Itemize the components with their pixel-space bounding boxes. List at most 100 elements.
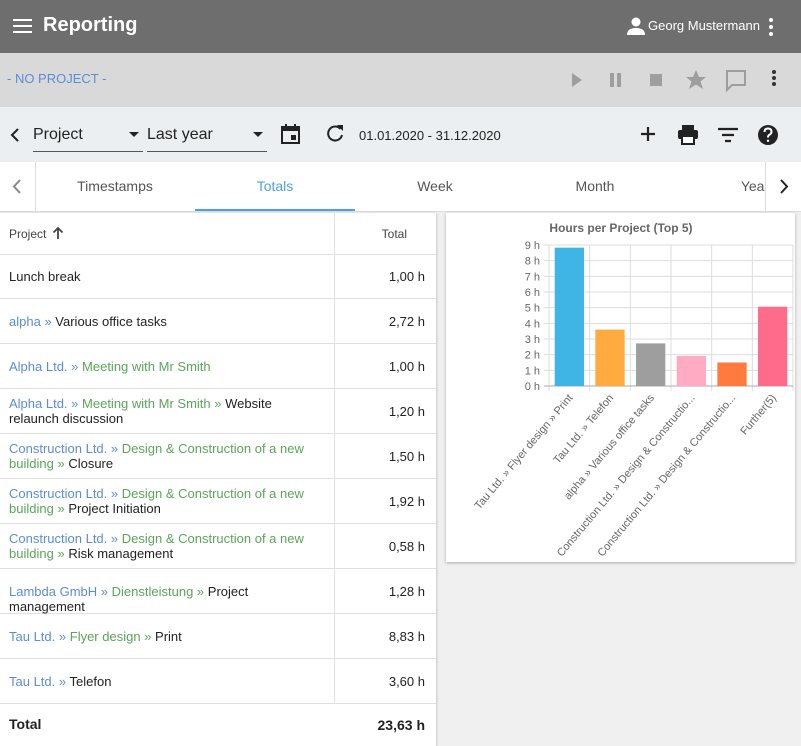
select-value: Last year [147,126,213,144]
refresh-button[interactable] [325,124,345,144]
separator: » [111,441,118,456]
chart: Hours per Project (Top 5)0 h1 h2 h3 h4 h… [446,213,795,562]
bar [717,363,746,387]
tab-scroll-right[interactable] [765,162,801,211]
separator: » [57,456,64,471]
tab-scroll-left[interactable] [0,162,36,211]
toolbar-actions [638,124,778,146]
sort-arrow [54,228,63,239]
separator: » [101,584,108,599]
select-value: Project [33,126,83,144]
project-part: Tau Ltd. [9,629,55,644]
calendar-button[interactable] [280,123,302,145]
vsep [334,659,335,703]
favorite-button[interactable] [686,70,706,89]
back-button[interactable] [8,127,22,143]
table-row[interactable]: Alpha Ltd. » Meeting with Mr Smith1,00 h [0,344,436,389]
table-row[interactable]: Tau Ltd. » Flyer design » Print8,83 h [0,614,436,659]
project-cell: Tau Ltd. » Telefon [9,674,324,689]
print-button[interactable] [678,125,698,144]
project-cell: Alpha Ltd. » Meeting with Mr Smith [9,359,324,374]
project-selector[interactable]: - NO PROJECT - [7,71,106,86]
period-select[interactable]: Last year [147,118,267,152]
footer-total: 23,63 h [378,717,425,733]
project-part: Closure [68,456,113,471]
bar [555,248,584,386]
project-part: Lambda GmbH [9,584,97,599]
y-tick-label: 4 h [525,318,540,330]
y-tick-label: 8 h [525,256,540,268]
user-icon[interactable] [626,16,646,36]
project-part: Print [155,629,182,644]
bar [636,343,665,386]
dropdown-arrow [253,132,263,138]
project-part: Project Initiation [68,501,161,516]
play-button[interactable] [572,73,582,87]
table-row[interactable]: Construction Ltd. » Design & Constructio… [0,434,436,479]
separator: » [111,486,118,501]
tab[interactable]: Timestamps [35,162,195,211]
table-row[interactable]: Lambda GmbH » Dienstleistung » Project m… [0,569,436,614]
total-cell: 1,00 h [389,269,425,284]
separator: » [59,674,66,689]
tab[interactable]: Totals [195,162,355,211]
y-tick-label: 7 h [525,271,540,283]
project-part: Alpha Ltd. [9,396,68,411]
table-row[interactable]: Alpha Ltd. » Meeting with Mr Smith » Web… [0,389,436,434]
footer-label: Total [9,717,324,732]
project-part: Risk management [68,546,173,561]
total-cell: 1,28 h [389,584,425,599]
bar [595,330,624,386]
project-cell: Lambda GmbH » Dienstleistung » Project m… [9,584,324,614]
vsep [334,434,335,478]
bar [758,307,787,386]
stop-button[interactable] [650,74,662,86]
tab[interactable]: Month [515,162,675,211]
app-title: Reporting [43,14,137,37]
vsep [334,344,335,388]
project-cell: alpha » Various office tasks [9,314,324,329]
more-dot[interactable] [772,70,776,74]
project-part: Flyer design [70,629,141,644]
bar [677,356,706,386]
total-cell: 1,50 h [389,449,425,464]
vsep [334,254,335,298]
project-part: Meeting with Mr Smith [82,396,211,411]
comment-button[interactable] [727,71,745,90]
project-cell: Construction Ltd. » Design & Constructio… [9,531,324,561]
project-part: Construction Ltd. [9,486,107,501]
table-row[interactable]: Construction Ltd. » Design & Constructio… [0,479,436,524]
project-part: Alpha Ltd. [9,359,68,374]
y-tick-label: 9 h [525,240,540,252]
table-row[interactable]: alpha » Various office tasks 2,72 h [0,299,436,344]
totals-table: ProjectTotalLunch break1,00 halpha » Var… [0,213,436,746]
table-row[interactable]: Tau Ltd. » Telefon3,60 h [0,659,436,704]
project-cell: Tau Ltd. » Flyer design » Print [9,629,324,644]
menu-button[interactable] [13,17,33,35]
chevron [0,162,35,211]
more-dot[interactable] [772,82,776,86]
total-cell: 2,72 h [389,314,425,329]
total-cell: 0,58 h [389,539,425,554]
sort-icon [52,226,64,240]
tab[interactable]: Week [355,162,515,211]
add-button[interactable] [641,127,655,141]
separator: » [57,546,64,561]
separator: » [214,396,221,411]
separator: » [44,314,51,329]
more-dot[interactable] [772,76,776,80]
table-row[interactable]: Construction Ltd. » Design & Constructio… [0,524,436,569]
project-part: Telefon [70,674,112,689]
group-by-select[interactable]: Project [33,118,143,152]
user-name[interactable]: Georg Mustermann [648,18,760,33]
table-row[interactable]: Lunch break1,00 h [0,254,436,299]
separator: » [111,531,118,546]
filter-button[interactable] [718,129,738,141]
y-tick-label: 5 h [525,303,540,315]
table-footer: Total 23,63 h [0,704,436,745]
help-button[interactable] [758,125,778,145]
total-cell: 1,20 h [389,404,425,419]
pause-button[interactable] [610,73,614,87]
separator: » [197,584,204,599]
more-menu[interactable] [766,16,776,38]
